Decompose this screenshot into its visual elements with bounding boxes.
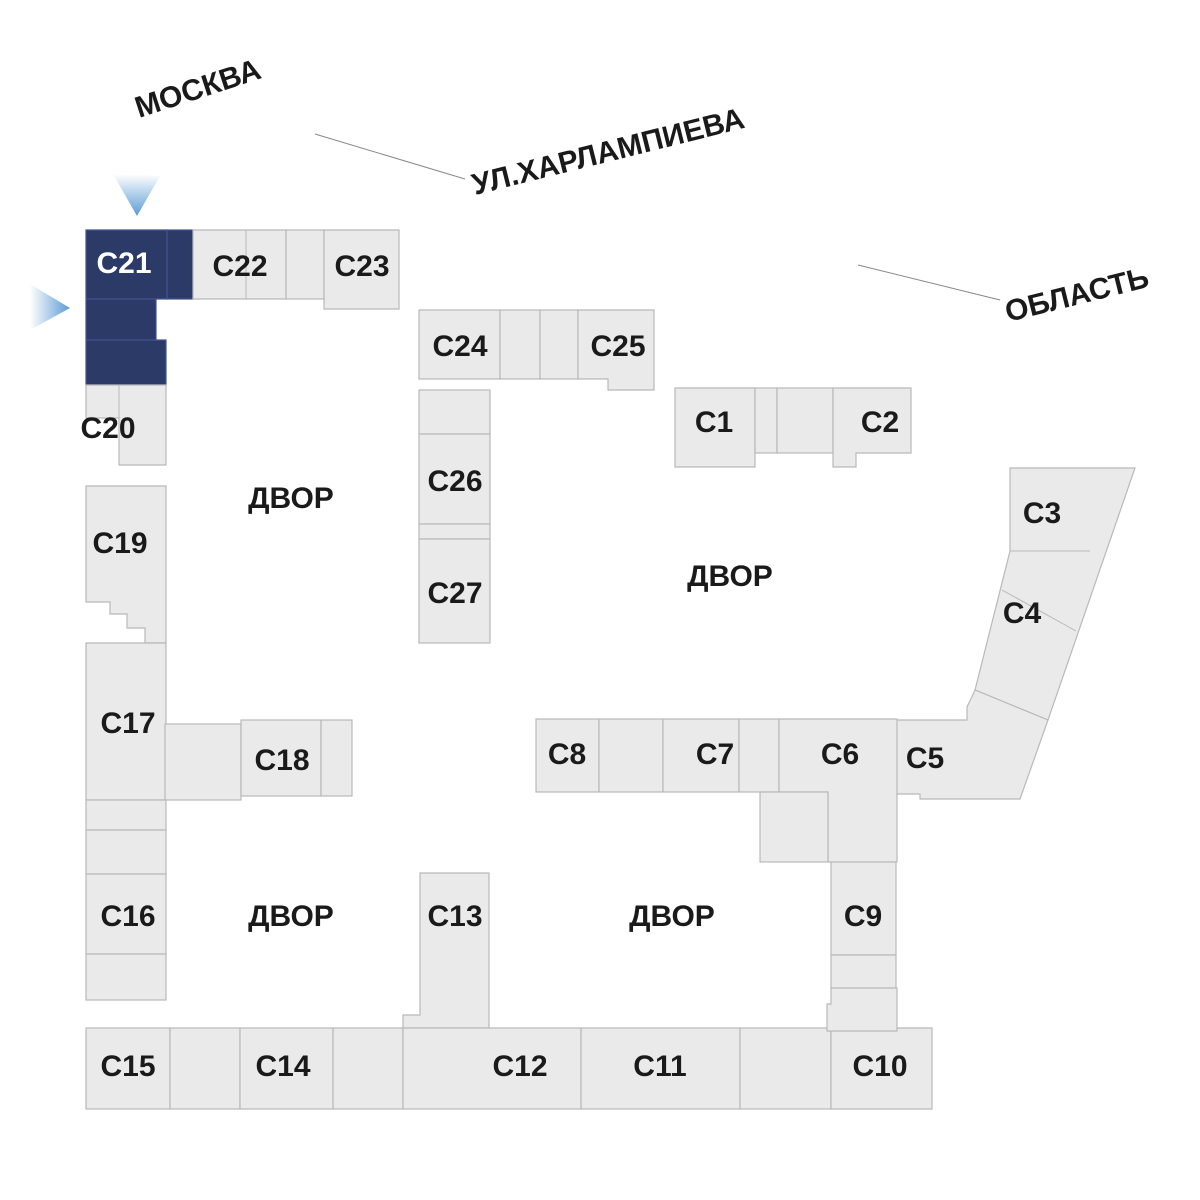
svg-text:ДВОР: ДВОР <box>248 900 334 933</box>
svg-text:C25: C25 <box>590 330 645 363</box>
svg-text:C17: C17 <box>100 707 155 740</box>
svg-text:C20: C20 <box>80 412 135 445</box>
svg-text:УЛ.ХАРЛАМПИЕВА: УЛ.ХАРЛАМПИЕВА <box>469 102 748 202</box>
svg-text:C14: C14 <box>255 1050 310 1083</box>
svg-text:C2: C2 <box>861 406 899 439</box>
svg-text:C13: C13 <box>427 900 482 933</box>
svg-text:ОБЛАСТЬ: ОБЛАСТЬ <box>1002 261 1153 329</box>
svg-text:МОСКВА: МОСКВА <box>131 53 265 125</box>
svg-text:C22: C22 <box>212 250 267 283</box>
svg-text:C24: C24 <box>432 330 487 363</box>
svg-text:C27: C27 <box>427 577 482 610</box>
svg-text:ДВОР: ДВОР <box>248 482 334 515</box>
svg-text:C1: C1 <box>695 406 733 439</box>
svg-text:C9: C9 <box>844 900 882 933</box>
svg-text:C26: C26 <box>427 465 482 498</box>
svg-text:C3: C3 <box>1023 497 1061 530</box>
svg-text:ДВОР: ДВОР <box>687 560 773 593</box>
svg-text:C6: C6 <box>821 738 859 771</box>
svg-text:C16: C16 <box>100 900 155 933</box>
svg-text:C15: C15 <box>100 1050 155 1083</box>
svg-text:C11: C11 <box>633 1050 686 1083</box>
svg-text:C7: C7 <box>696 738 734 771</box>
svg-text:ДВОР: ДВОР <box>629 900 715 933</box>
svg-text:C21: C21 <box>96 247 151 280</box>
svg-text:C8: C8 <box>548 738 586 771</box>
svg-text:C23: C23 <box>334 250 389 283</box>
svg-text:C19: C19 <box>92 527 147 560</box>
svg-text:C4: C4 <box>1003 597 1042 630</box>
svg-text:C12: C12 <box>492 1050 547 1083</box>
svg-text:C18: C18 <box>254 744 309 777</box>
svg-text:C10: C10 <box>852 1050 907 1083</box>
svg-text:C5: C5 <box>906 742 944 775</box>
